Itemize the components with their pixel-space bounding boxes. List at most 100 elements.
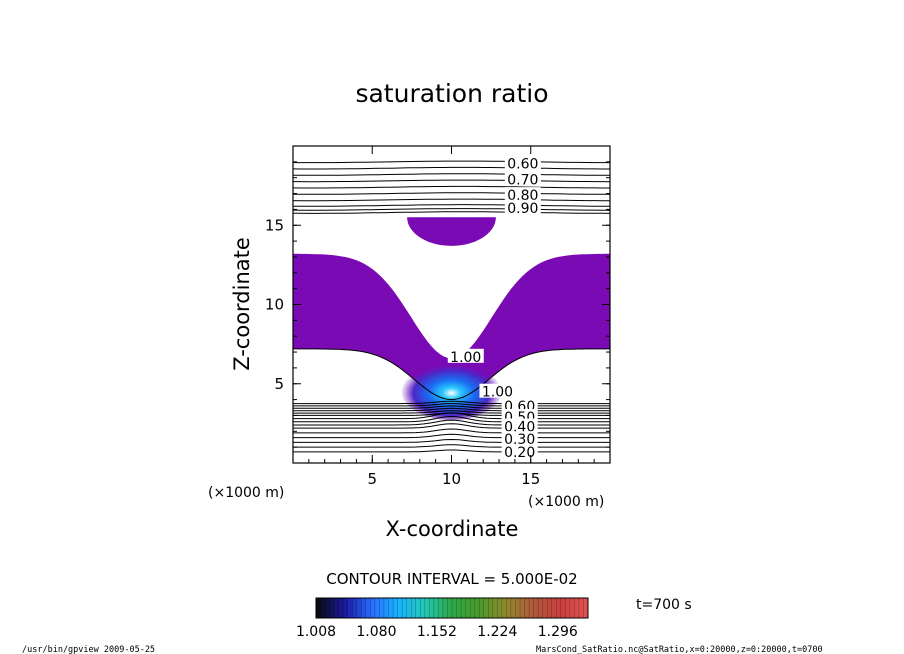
contour-label: 1.00 — [482, 385, 513, 401]
y-tick-label: 15 — [265, 216, 284, 234]
contour-line-upper — [293, 204, 610, 207]
contour-line-lower — [293, 449, 610, 453]
contour-line-lower — [293, 423, 610, 429]
colorbar-segment — [320, 598, 326, 618]
contour-label-group: 0.60 — [504, 155, 541, 172]
colorbar-segment — [520, 598, 526, 618]
colorbar-segment — [334, 598, 340, 618]
contour-label-bg — [501, 443, 538, 458]
colorbar-segment — [452, 598, 458, 618]
contour-line-upper — [293, 208, 610, 211]
colorbar-segment — [356, 598, 362, 618]
contour-line-lower — [293, 433, 610, 439]
contour-label: 0.70 — [507, 172, 538, 188]
contour-label-bg — [501, 418, 538, 433]
colorbar-segment — [510, 598, 516, 618]
colorbar-segment — [325, 598, 331, 618]
x-tick-label: 15 — [521, 470, 540, 488]
colorbar-segment — [361, 598, 367, 618]
contour-label-group: 0.20 — [501, 443, 538, 461]
colorbar-segment — [551, 598, 557, 618]
contour-label-group: 0.90 — [504, 199, 541, 217]
x-unit-label-right: (×1000 m) — [528, 494, 604, 510]
colorbar-segment — [497, 598, 503, 618]
contour-label: 0.20 — [504, 445, 535, 461]
colorbar-segment — [402, 598, 408, 618]
contour-line-upper — [293, 198, 610, 202]
colorbar-segment — [352, 598, 358, 618]
colorbar-segment — [406, 598, 412, 618]
colorbar-segment — [388, 598, 394, 618]
colorbar-segment — [343, 598, 349, 618]
colorbar-segment — [411, 598, 417, 618]
contour-line-lower — [293, 403, 610, 407]
colorbar-segment — [470, 598, 476, 618]
supersaturated-region-main — [293, 253, 610, 400]
colorbar-segment — [569, 598, 575, 618]
contour-label: 0.60 — [507, 156, 538, 172]
contour-line-upper — [293, 192, 610, 195]
colorbar-segment — [438, 598, 444, 618]
colorbar-segment — [578, 598, 584, 618]
contour-label-bg — [504, 155, 541, 170]
colorbar-segment — [415, 598, 421, 618]
colorbar-segment — [447, 598, 453, 618]
colorbar-segment — [492, 598, 498, 618]
contour-label-group: 1.00 — [447, 348, 484, 366]
colorbar-segment — [556, 598, 562, 618]
colorbar-segment — [442, 598, 448, 618]
colorbar-segment — [347, 598, 353, 618]
colorbar-segment — [393, 598, 399, 618]
colorbar-tick-label: 1.080 — [356, 624, 396, 640]
colorbar-segment — [370, 598, 376, 618]
contour-line-upper — [293, 173, 610, 176]
colorbar-segment — [542, 598, 548, 618]
footer-left: /usr/bin/gpview 2009-05-25 — [22, 645, 155, 654]
footer-right: MarsCond_SatRatio.nc@SatRatio,x=0:20000,… — [536, 645, 823, 654]
colorbar-tick-label: 1.296 — [538, 624, 578, 640]
axis-ticks: 5 10 15 5 10 15 — [265, 146, 610, 488]
colorbar-segment — [456, 598, 462, 618]
colorbar-segment — [465, 598, 471, 618]
contour-label-bg — [501, 431, 538, 446]
contour-line-lower — [293, 400, 610, 405]
contour-line-lower — [293, 444, 610, 448]
contour-line-upper — [293, 179, 610, 183]
colorbar-segment — [547, 598, 553, 618]
colorbar-segment — [338, 598, 344, 618]
colorbar-segment — [574, 598, 580, 618]
colorbar-segment — [538, 598, 544, 618]
colorbar-segment — [433, 598, 439, 618]
contour-line-upper — [293, 185, 610, 189]
contour-label-bg — [504, 187, 541, 202]
contour-line-lower — [293, 415, 610, 423]
contour-line-lower — [293, 438, 610, 443]
contour-line-lower — [293, 405, 610, 409]
contour-line-lower — [293, 407, 610, 412]
contour-label-bg — [479, 383, 516, 398]
colorbar-segment — [429, 598, 435, 618]
y-tick-label: 5 — [274, 375, 284, 393]
colorbar-segment — [533, 598, 539, 618]
contour-label-group: 0.70 — [504, 171, 541, 188]
x-unit-label-left: (×1000 m) — [208, 485, 284, 501]
colorbar-segment — [474, 598, 480, 618]
x-tick-label: 5 — [367, 470, 377, 488]
contour-label-bg — [504, 199, 541, 214]
contour-label: 1.00 — [450, 350, 481, 366]
contour-label-bg — [501, 397, 538, 412]
colorbar-segment — [506, 598, 512, 618]
contour-line-lower — [293, 428, 610, 434]
colorbar-segment — [583, 598, 589, 618]
colorbar-segment — [501, 598, 507, 618]
contour-line-upper — [293, 160, 610, 164]
contour-label-group: 1.00 — [479, 383, 516, 401]
colorbar-segment — [483, 598, 489, 618]
contour-line-upper — [293, 166, 610, 170]
colorbar: 1.008 1.080 1.152 1.224 1.296 — [296, 597, 589, 640]
contour-label: 0.90 — [507, 201, 538, 217]
colorbar-segment — [560, 598, 566, 618]
colorbar-tick-label: 1.152 — [417, 624, 457, 640]
supersaturated-region-upper — [407, 217, 496, 246]
colorbar-tick-label: 1.224 — [477, 624, 517, 640]
